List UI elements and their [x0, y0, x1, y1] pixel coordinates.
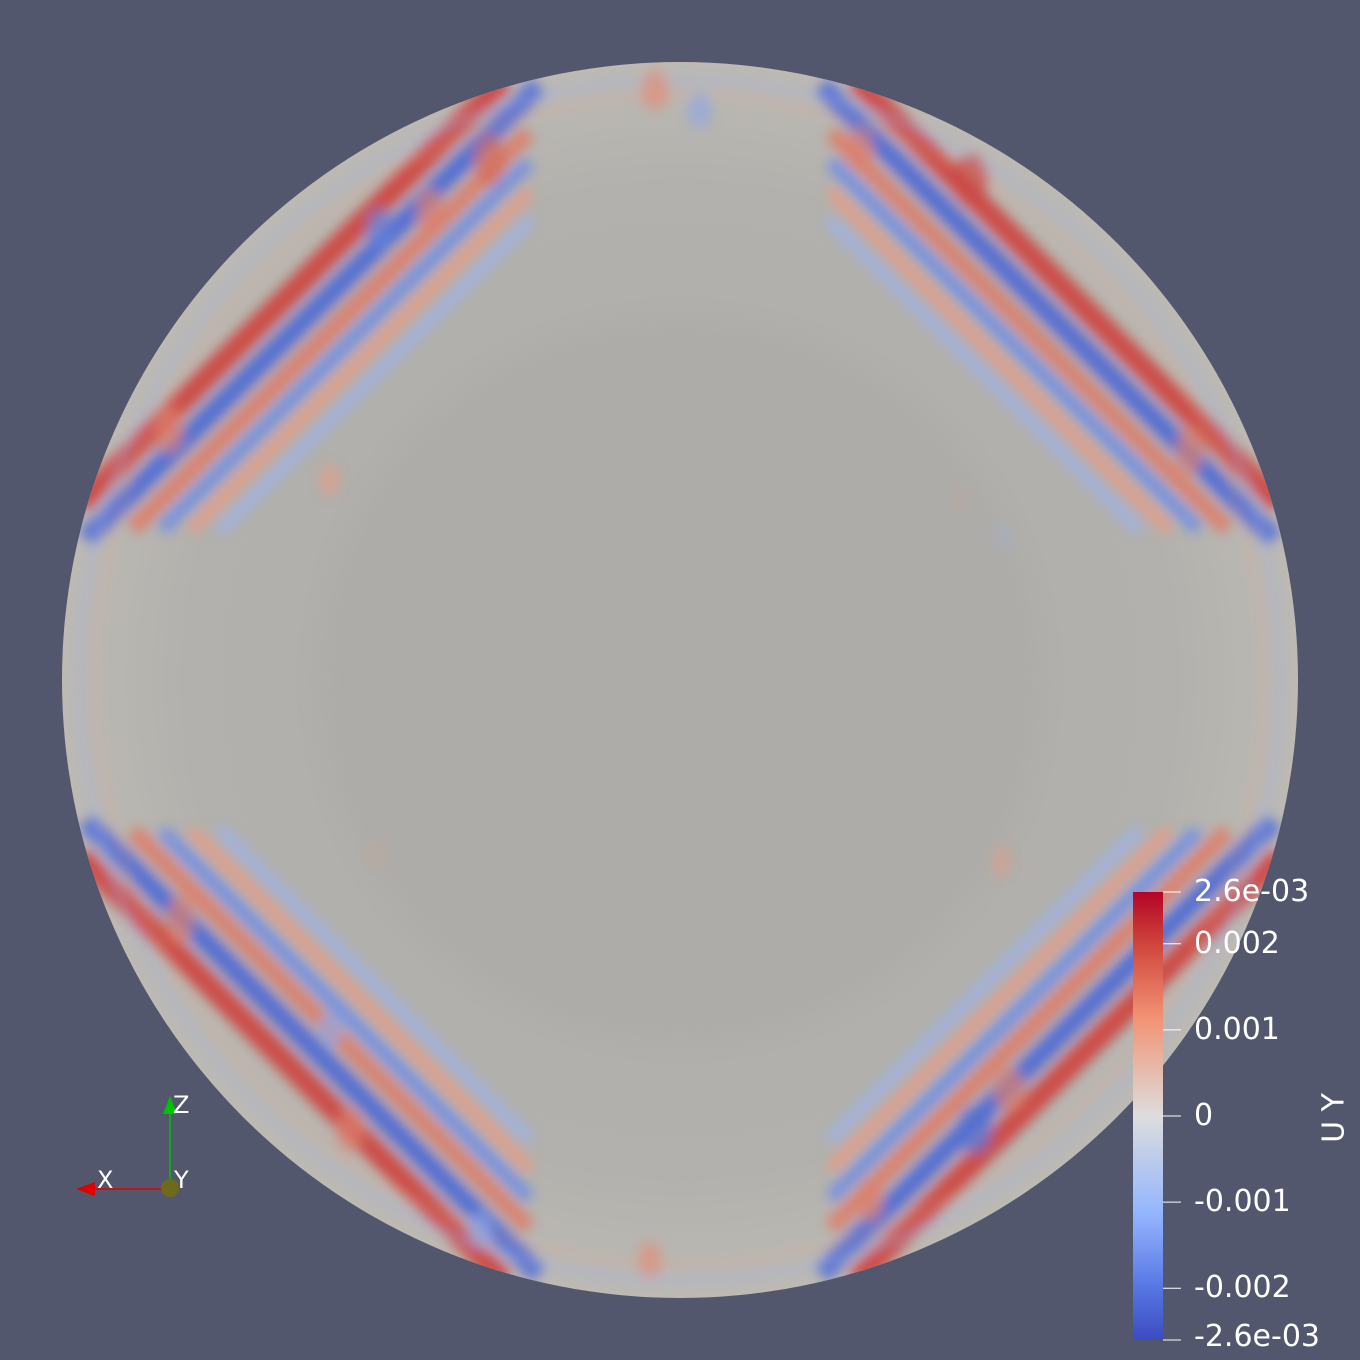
x-axis-label: X	[97, 1166, 114, 1194]
scalar-bar-label: 0.002	[1194, 925, 1280, 961]
scalar-bar-label: 2.6e-03	[1194, 874, 1310, 909]
scalar-bar	[1133, 891, 1181, 1341]
z-axis-arrow	[163, 1096, 177, 1114]
scalar-bar-gradient	[1133, 892, 1163, 1340]
scalar-bar-label: -0.001	[1194, 1184, 1291, 1220]
x-axis-arrow	[76, 1182, 95, 1196]
y-axis-label: Y	[174, 1166, 189, 1194]
orientation-axes	[76, 1096, 179, 1197]
z-axis-label: Z	[173, 1091, 190, 1119]
disk-surface	[62, 62, 1298, 1298]
scalar-bar-label: -2.6e-03	[1194, 1319, 1320, 1354]
scalar-bar-title: U Y	[1316, 1093, 1352, 1143]
y-axis-dot	[161, 1179, 179, 1197]
scalar-bar-label: -0.002	[1194, 1270, 1291, 1306]
scalar-bar-ticks	[1163, 891, 1181, 1341]
scalar-bar-label: 0	[1194, 1098, 1214, 1133]
scalar-bar-label: 0.001	[1194, 1011, 1280, 1047]
